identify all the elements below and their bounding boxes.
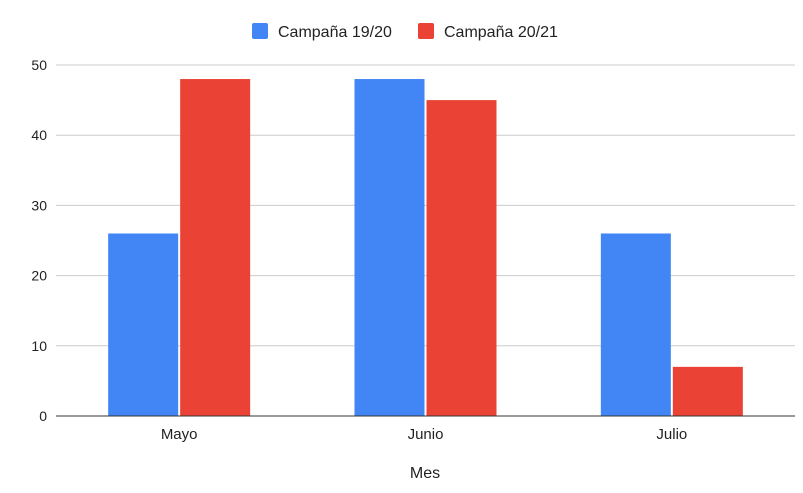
x-axis-ticks: Mayo Junio Julio xyxy=(161,426,687,443)
legend[interactable]: Campaña 19/20 Campaña 20/21 xyxy=(252,23,558,41)
x-tick-label: Junio xyxy=(408,426,444,443)
legend-label: Campaña 20/21 xyxy=(444,24,558,41)
y-tick-label: 0 xyxy=(39,408,47,424)
bar-junio-series-1[interactable] xyxy=(354,79,425,416)
y-tick-label: 40 xyxy=(31,127,47,143)
gridlines xyxy=(56,64,795,347)
bar-junio-series-2[interactable] xyxy=(426,100,497,416)
y-tick-label: 30 xyxy=(31,197,47,213)
legend-label: Campaña 19/20 xyxy=(278,24,392,41)
x-tick-label: Julio xyxy=(656,426,687,443)
bar-julio-series-2[interactable] xyxy=(672,366,743,416)
bars xyxy=(108,79,743,416)
x-axis-title: Mes xyxy=(410,465,440,482)
y-tick-label: 20 xyxy=(31,268,47,284)
x-tick-label: Mayo xyxy=(161,426,198,443)
y-tick-label: 10 xyxy=(31,338,47,354)
y-axis-ticks: 0 10 20 30 40 50 xyxy=(31,57,47,424)
legend-swatch xyxy=(418,23,434,39)
bar-julio-series-1[interactable] xyxy=(600,233,671,416)
legend-swatch xyxy=(252,23,268,39)
bar-mayo-series-1[interactable] xyxy=(108,233,179,416)
bar-mayo-series-2[interactable] xyxy=(180,79,251,416)
y-tick-label: 50 xyxy=(31,57,47,73)
